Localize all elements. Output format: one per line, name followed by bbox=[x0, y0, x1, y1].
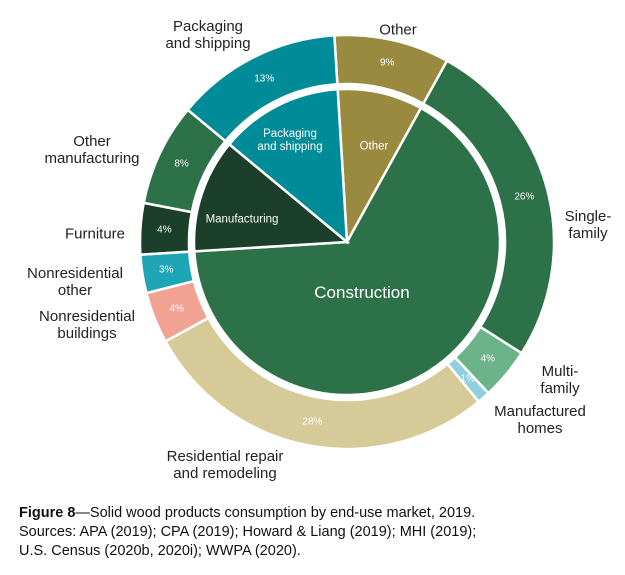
outer-label: Other bbox=[379, 21, 417, 39]
value-label: 4% bbox=[157, 224, 172, 236]
inner-label: Packaging and shipping bbox=[257, 127, 323, 153]
outer-label: Other manufacturing bbox=[44, 132, 140, 167]
inner-label: Manufacturing bbox=[205, 213, 279, 226]
outer-label: Residential repair and remodeling bbox=[166, 447, 284, 482]
inner-slice bbox=[336, 87, 423, 247]
value-label: 28% bbox=[302, 415, 323, 427]
value-label: 4% bbox=[480, 353, 496, 365]
outer-slice bbox=[185, 34, 339, 143]
caption-label: Figure 8 bbox=[19, 505, 76, 521]
inner-slice bbox=[227, 87, 349, 245]
caption-text: —Solid wood products consumption by end-… bbox=[19, 505, 477, 559]
value-label: 9% bbox=[379, 57, 395, 69]
inner-slice bbox=[192, 142, 351, 253]
outer-label: Furniture bbox=[64, 225, 126, 243]
outer-label: Packaging and shipping bbox=[165, 17, 251, 52]
value-label: 4% bbox=[169, 303, 184, 315]
chart bbox=[138, 33, 556, 451]
inner-label: Other bbox=[359, 140, 389, 153]
value-label: 3% bbox=[158, 264, 174, 276]
outer-label: Manufactured homes bbox=[494, 402, 586, 437]
outer-label: Multi-family bbox=[540, 362, 580, 397]
value-label: 26% bbox=[514, 191, 535, 203]
outer-label: Single- family bbox=[564, 207, 612, 242]
caption: Figure 8—Solid wood products consumption… bbox=[19, 504, 476, 561]
value-label: 1% bbox=[460, 373, 475, 385]
outer-label: Nonresidential other bbox=[27, 264, 123, 299]
outer-label: Nonresidential buildings bbox=[39, 307, 135, 342]
inner-label: Construction bbox=[314, 283, 410, 303]
inner-slice bbox=[192, 106, 502, 397]
value-label: 13% bbox=[254, 73, 275, 85]
value-label: 8% bbox=[174, 158, 189, 170]
